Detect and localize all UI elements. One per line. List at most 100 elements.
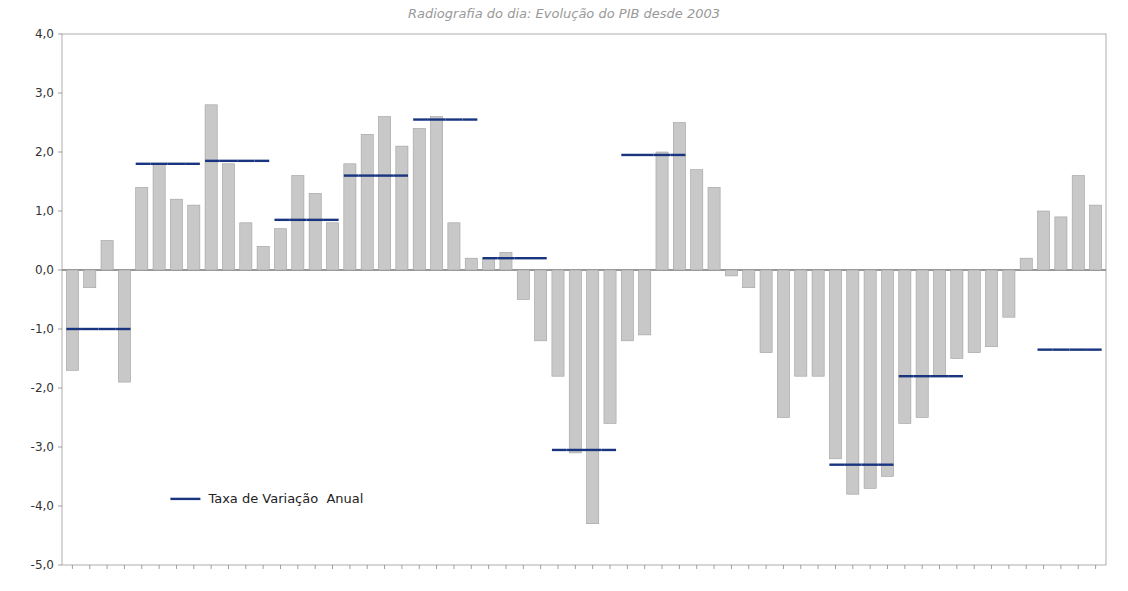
bar xyxy=(743,270,755,288)
annual-line xyxy=(1037,348,1052,350)
bar xyxy=(188,205,200,270)
x-tick xyxy=(471,565,472,569)
x-tick xyxy=(436,565,437,569)
annual-line xyxy=(567,449,584,451)
annual-line xyxy=(254,160,269,162)
bar xyxy=(101,241,113,271)
x-tick xyxy=(159,565,160,569)
bar xyxy=(240,223,252,270)
x-tick xyxy=(904,565,905,569)
x-tick xyxy=(263,565,264,569)
x-tick xyxy=(991,565,992,569)
bar xyxy=(708,187,720,270)
x-tick xyxy=(280,565,281,569)
x-tick xyxy=(315,565,316,569)
bar xyxy=(795,270,807,376)
x-tick xyxy=(176,565,177,569)
bar xyxy=(812,270,824,376)
y-tick xyxy=(58,211,62,212)
bar xyxy=(691,170,703,270)
annual-line xyxy=(428,118,445,120)
bar xyxy=(656,152,668,270)
x-tick xyxy=(800,565,801,569)
y-tick xyxy=(58,329,62,330)
bar xyxy=(916,270,928,418)
bar xyxy=(170,199,182,270)
annual-line xyxy=(237,160,254,162)
y-tick xyxy=(58,93,62,94)
annual-line xyxy=(584,449,601,451)
bar xyxy=(777,270,789,418)
x-tick xyxy=(211,565,212,569)
bar xyxy=(864,270,876,488)
y-tick-label: 0,0 xyxy=(35,263,54,277)
x-tick xyxy=(592,565,593,569)
annual-line xyxy=(150,163,167,165)
x-tick xyxy=(696,565,697,569)
y-tick xyxy=(58,565,62,566)
bar xyxy=(344,164,356,270)
y-tick xyxy=(58,34,62,35)
title: Radiografia do dia: Evolução do PIB desd… xyxy=(408,6,720,21)
bar xyxy=(118,270,130,382)
bar xyxy=(431,117,443,270)
x-tick xyxy=(401,565,402,569)
annual-line xyxy=(205,160,220,162)
annual-line xyxy=(136,163,151,165)
x-tick xyxy=(228,565,229,569)
x-tick xyxy=(332,565,333,569)
bar xyxy=(274,229,286,270)
plot-area xyxy=(66,105,1101,524)
y-tick xyxy=(58,506,62,507)
x-tick xyxy=(488,565,489,569)
annual-line xyxy=(948,375,963,377)
x-tick xyxy=(124,565,125,569)
bar xyxy=(396,146,408,270)
annual-line xyxy=(829,464,844,466)
legend-label: Taxa de Variação Anual xyxy=(207,491,363,506)
x-tick xyxy=(1008,565,1009,569)
annual-line xyxy=(532,257,547,259)
bar xyxy=(621,270,633,341)
bar xyxy=(500,252,512,270)
bar xyxy=(1055,217,1067,270)
annual-line xyxy=(931,375,948,377)
x-tick xyxy=(367,565,368,569)
annual-line xyxy=(81,328,98,330)
bar xyxy=(222,164,234,270)
bar xyxy=(847,270,859,494)
bar xyxy=(933,270,945,376)
x-tick xyxy=(1095,565,1096,569)
x-tick xyxy=(349,565,350,569)
bar xyxy=(517,270,529,300)
y-tick xyxy=(58,152,62,153)
annual-line xyxy=(621,154,636,156)
bar xyxy=(829,270,841,459)
y-tick xyxy=(58,270,62,271)
annual-line xyxy=(445,118,462,120)
bar xyxy=(760,270,772,353)
annual-line xyxy=(324,219,339,221)
annual-line xyxy=(914,375,931,377)
x-tick xyxy=(1078,565,1079,569)
x-tick xyxy=(714,565,715,569)
bar xyxy=(604,270,616,423)
bar xyxy=(569,270,581,453)
x-tick xyxy=(627,565,628,569)
annual-line xyxy=(844,464,861,466)
y-tick-label: -4,0 xyxy=(31,499,54,513)
annual-line xyxy=(671,154,686,156)
x-tick xyxy=(245,565,246,569)
x-tick xyxy=(748,565,749,569)
bar xyxy=(725,270,737,276)
bar xyxy=(1003,270,1015,317)
annual-line xyxy=(861,464,878,466)
bar xyxy=(378,117,390,270)
annual-line xyxy=(601,449,616,451)
baseline xyxy=(62,269,1106,270)
bar xyxy=(136,187,148,270)
bar xyxy=(361,134,373,270)
bar xyxy=(483,258,495,270)
x-tick xyxy=(731,565,732,569)
bar xyxy=(153,164,165,270)
